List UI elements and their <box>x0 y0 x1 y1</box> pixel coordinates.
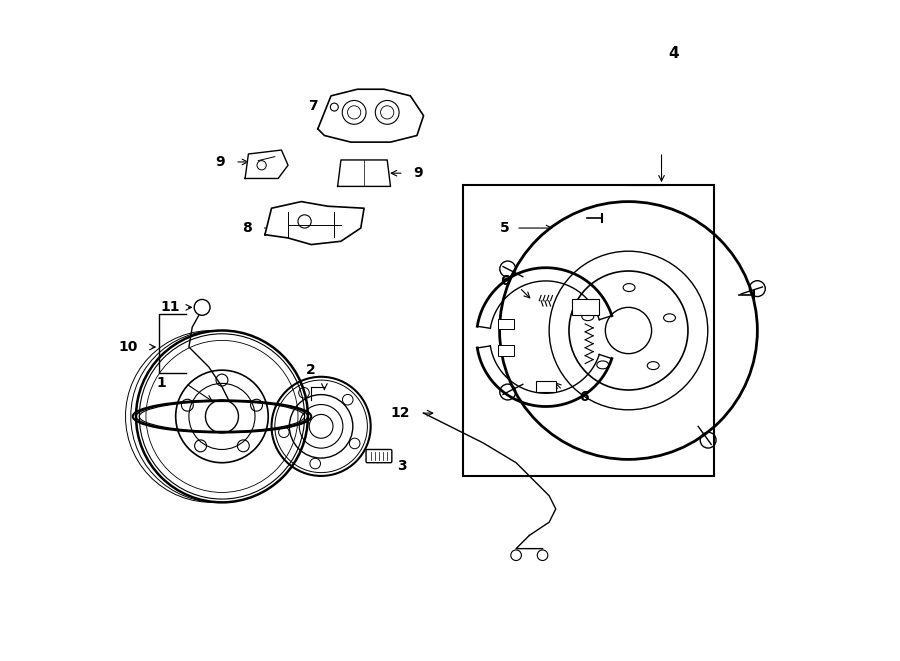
Bar <box>464 185 715 476</box>
Text: 4: 4 <box>668 46 679 61</box>
Bar <box>499 345 514 356</box>
Polygon shape <box>318 89 424 142</box>
Text: 6: 6 <box>500 274 509 288</box>
Bar <box>572 299 598 315</box>
Text: 3: 3 <box>397 459 407 473</box>
Text: 10: 10 <box>119 340 138 354</box>
Bar <box>499 319 514 329</box>
Text: 7: 7 <box>308 98 318 113</box>
Text: 8: 8 <box>242 221 252 235</box>
Text: 11: 11 <box>161 300 180 315</box>
Polygon shape <box>245 150 288 178</box>
Text: 5: 5 <box>500 221 509 235</box>
Text: 1: 1 <box>156 376 166 391</box>
Text: 12: 12 <box>391 406 410 420</box>
Polygon shape <box>338 160 391 186</box>
Polygon shape <box>265 202 364 245</box>
FancyBboxPatch shape <box>366 449 392 463</box>
Text: 9: 9 <box>216 155 225 169</box>
Text: 6: 6 <box>579 389 589 404</box>
Bar <box>536 381 556 392</box>
Text: 2: 2 <box>306 363 316 377</box>
Text: 9: 9 <box>414 166 423 180</box>
